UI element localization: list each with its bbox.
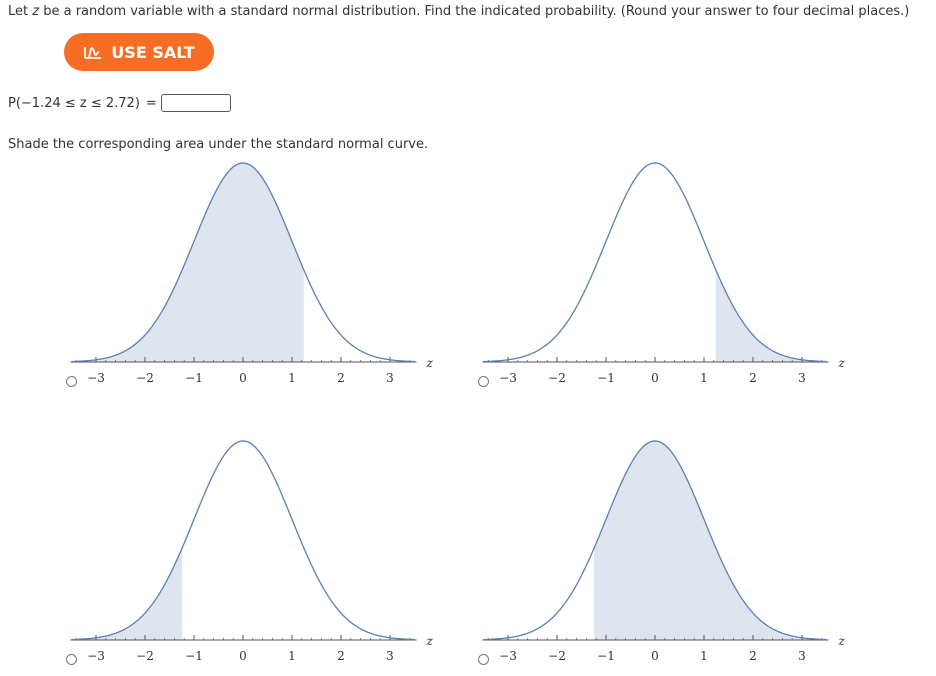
shade-instruction: Shade the corresponding area under the s… xyxy=(8,137,429,152)
answer-input[interactable] xyxy=(160,94,231,112)
tick-label: −2 xyxy=(548,371,566,385)
question-prefix: Let xyxy=(8,4,33,19)
tick-label: 1 xyxy=(288,649,296,663)
tick-label: −2 xyxy=(136,649,154,663)
tick-label: 3 xyxy=(386,371,394,385)
tick-label: −3 xyxy=(87,371,105,385)
tick-label: 0 xyxy=(651,649,659,663)
normal-curve-3 xyxy=(71,440,415,641)
shaded-area-2 xyxy=(715,269,827,362)
question-variable: z xyxy=(32,4,40,19)
tick-label: −2 xyxy=(548,649,566,663)
tick-label: 1 xyxy=(700,649,708,663)
axis-label-z: z xyxy=(426,634,434,648)
tick-label: −3 xyxy=(499,649,517,663)
tick-label: 2 xyxy=(337,371,345,385)
axis-label-z: z xyxy=(838,356,846,370)
tick-label: 1 xyxy=(288,371,296,385)
axis-label-z: z xyxy=(426,356,434,370)
option-radio-3[interactable] xyxy=(66,654,77,665)
probability-row: P(−1.24 ≤ z ≤ 2.72) = xyxy=(8,94,231,112)
tick-label: −3 xyxy=(499,371,517,385)
tick-label: 0 xyxy=(239,649,247,663)
tick-label: 2 xyxy=(749,649,757,663)
option-radio-2[interactable] xyxy=(478,376,489,387)
option-radio-4[interactable] xyxy=(478,654,489,665)
tick-label: −1 xyxy=(185,649,203,663)
axis-label-z: z xyxy=(838,634,846,648)
shaded-area-4 xyxy=(594,441,827,640)
use-salt-button[interactable]: USE SALT xyxy=(64,33,214,71)
tick-label: −1 xyxy=(597,649,615,663)
tick-label: 2 xyxy=(749,371,757,385)
tick-label: 3 xyxy=(798,649,806,663)
tick-label: −3 xyxy=(87,649,105,663)
tick-label: 3 xyxy=(798,371,806,385)
tick-label: −1 xyxy=(185,371,203,385)
tick-label: 0 xyxy=(239,371,247,385)
salt-chart-icon xyxy=(84,47,102,59)
equals-sign: = xyxy=(145,95,157,111)
shaded-area-1 xyxy=(71,163,304,362)
tick-label: 3 xyxy=(386,649,394,663)
normal-curve-4 xyxy=(483,440,827,641)
use-salt-label: USE SALT xyxy=(111,42,195,62)
question-text: Let z be a random variable with a standa… xyxy=(8,4,909,20)
question-suffix: be a random variable with a standard nor… xyxy=(39,4,910,19)
normal-curve-1 xyxy=(71,162,415,363)
tick-label: 2 xyxy=(337,649,345,663)
tick-label: 0 xyxy=(651,371,659,385)
probability-expression: P(−1.24 ≤ z ≤ 2.72) xyxy=(8,95,140,111)
tick-label: 1 xyxy=(700,371,708,385)
option-radio-1[interactable] xyxy=(66,376,77,387)
tick-label: −2 xyxy=(136,371,154,385)
shaded-area-3 xyxy=(71,547,183,640)
tick-label: −1 xyxy=(597,371,615,385)
normal-curve-2 xyxy=(483,162,827,363)
